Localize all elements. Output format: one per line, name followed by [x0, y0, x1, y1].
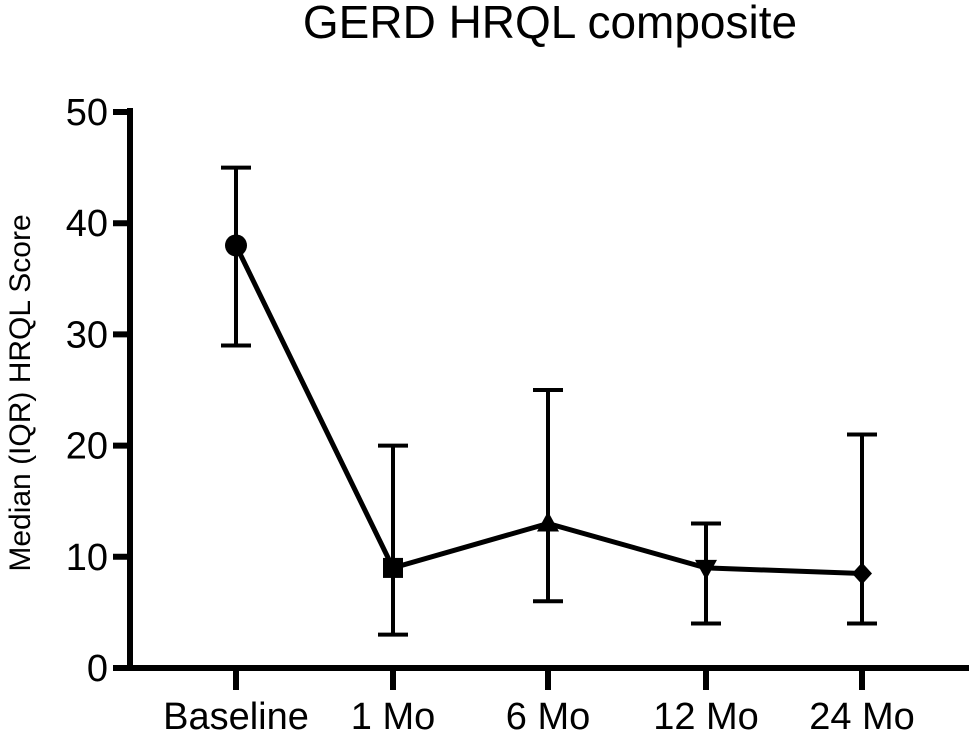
- y-tick-label: 0: [87, 648, 108, 690]
- data-point-square: [383, 557, 403, 578]
- data-markers: [225, 234, 872, 585]
- x-tick-label: 24 Mo: [809, 696, 915, 731]
- x-tick-label: 6 Mo: [506, 696, 590, 731]
- data-point-triangle-down: [695, 559, 717, 580]
- x-tick-label: 1 Mo: [351, 696, 435, 731]
- x-axis-ticks: Baseline 1 Mo 6 Mo 12 Mo 24 Mo: [163, 668, 915, 731]
- y-tick-label: 20: [66, 426, 108, 468]
- y-axis-ticks: 0 10 20 30 40 50: [66, 92, 130, 690]
- y-tick-label: 10: [66, 537, 108, 579]
- x-tick-label: Baseline: [163, 696, 309, 731]
- data-point-circle: [225, 234, 247, 257]
- data-point-triangle-up: [537, 511, 559, 532]
- y-tick-label: 40: [66, 203, 108, 245]
- error-bars: [221, 165, 877, 637]
- x-tick-label: 12 Mo: [653, 696, 759, 731]
- y-axis-label: Median (IQR) HRQL Score: [4, 214, 37, 571]
- y-tick-label: 50: [66, 92, 108, 134]
- chart-title: GERD HRQL composite: [303, 0, 797, 48]
- y-tick-label: 30: [66, 314, 108, 356]
- data-point-diamond: [852, 562, 872, 585]
